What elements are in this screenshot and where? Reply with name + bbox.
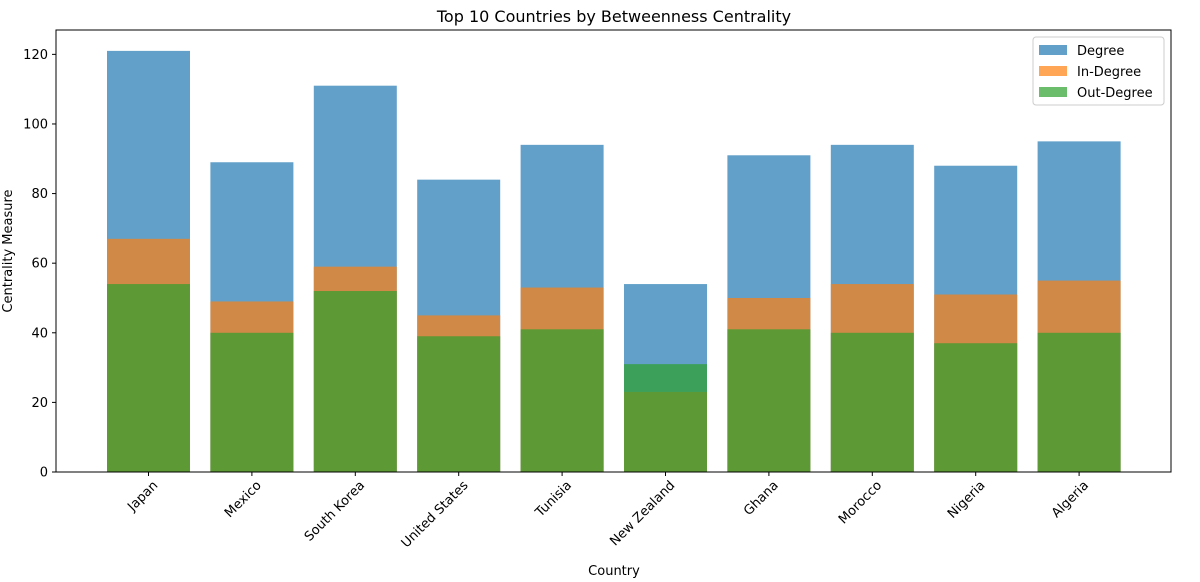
y-axis-label: Centrality Measure xyxy=(1,189,16,312)
legend-swatch xyxy=(1039,87,1067,97)
x-tick-label: Morocco xyxy=(836,478,885,527)
bar-out-degree-south-korea xyxy=(313,291,397,472)
y-tick-label: 0 xyxy=(40,466,48,481)
bar-out-degree-nigeria xyxy=(934,343,1018,472)
x-axis-label: Country xyxy=(588,564,640,579)
y-tick-label: 100 xyxy=(23,117,48,132)
bar-out-degree-new-zealand xyxy=(624,364,707,472)
legend-label: In-Degree xyxy=(1077,65,1141,80)
bars-group xyxy=(107,50,1121,473)
legend-label: Out-Degree xyxy=(1077,86,1153,101)
legend-swatch xyxy=(1039,66,1067,76)
bar-out-degree-morocco xyxy=(830,332,914,472)
plot-area-frame xyxy=(55,29,1172,473)
x-tick-label: United States xyxy=(399,478,472,551)
bar-out-degree-algeria xyxy=(1037,332,1121,472)
bar-out-degree-japan xyxy=(107,284,190,472)
bar-out-degree-tunisia xyxy=(520,329,604,472)
chart-title: Top 10 Countries by Betweenness Centrali… xyxy=(436,7,791,26)
x-tick-label: Ghana xyxy=(741,478,782,519)
legend-swatch xyxy=(1039,45,1067,55)
x-tick-label: New Zealand xyxy=(607,478,678,549)
y-tick-label: 40 xyxy=(31,326,48,341)
y-axis-ticks: 0 20 40 60 80 100 120 xyxy=(23,48,56,481)
bar-out-degree-united-states xyxy=(417,336,501,472)
bar-out-degree-mexico xyxy=(210,332,294,472)
x-tick-label: Algeria xyxy=(1049,478,1092,521)
y-tick-label: 120 xyxy=(23,48,48,63)
bar-out-degree-ghana xyxy=(727,329,811,472)
x-tick-label: Tunisia xyxy=(532,478,575,521)
legend: Degree In-Degree Out-Degree xyxy=(1032,36,1165,106)
x-axis-ticks: Japan Mexico South Korea United States Tunis… xyxy=(124,472,1092,551)
y-tick-label: 80 xyxy=(31,187,48,202)
y-tick-label: 20 xyxy=(31,396,48,411)
x-tick-label: Nigeria xyxy=(945,478,988,521)
x-tick-label: Japan xyxy=(124,478,161,515)
y-tick-label: 60 xyxy=(31,257,48,272)
legend-label: Degree xyxy=(1077,44,1124,59)
x-tick-label: Mexico xyxy=(222,478,265,521)
x-tick-label: South Korea xyxy=(302,478,368,544)
